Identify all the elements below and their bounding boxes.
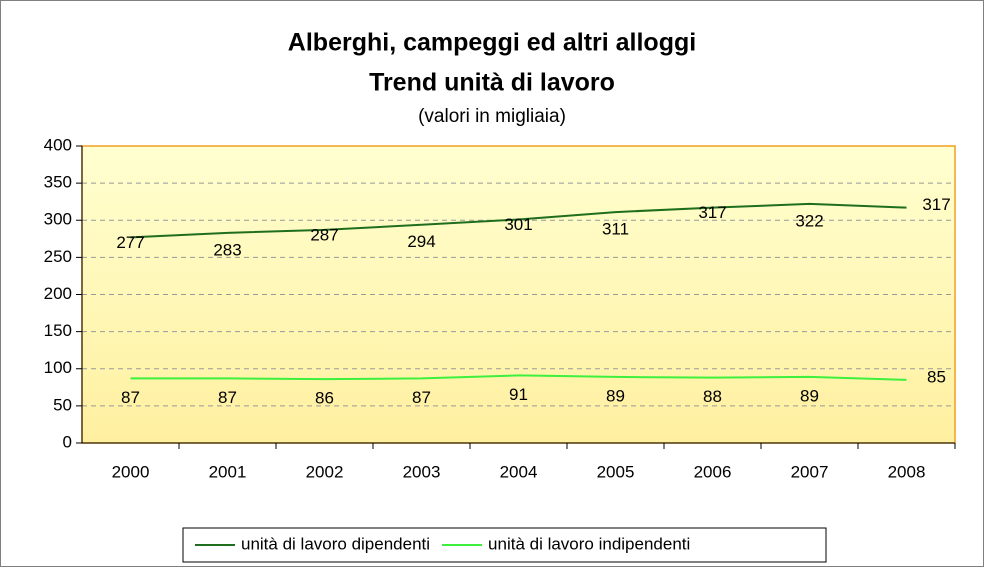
- data-label: 301: [504, 215, 532, 234]
- x-tick-label: 2008: [888, 462, 926, 481]
- series-line: [130, 374, 907, 381]
- y-tick-label: 100: [44, 358, 72, 377]
- x-tick-label: 2007: [791, 462, 829, 481]
- data-label: 317: [922, 195, 950, 214]
- data-label: 311: [602, 220, 629, 239]
- data-label: 87: [412, 388, 431, 407]
- x-tick-label: 2004: [500, 462, 538, 481]
- y-tick-label: 200: [44, 284, 72, 303]
- data-label: 317: [698, 203, 726, 222]
- x-tick-label: 2006: [694, 462, 732, 481]
- legend-label: unità di lavoro indipendenti: [488, 534, 690, 553]
- x-tick-label: 2002: [306, 462, 344, 481]
- x-tick-label: 2001: [209, 462, 247, 481]
- x-tick-label: 2003: [403, 462, 441, 481]
- y-tick-label: 0: [63, 432, 72, 451]
- data-label: 87: [218, 388, 237, 407]
- data-label: 294: [407, 232, 435, 251]
- y-tick-label: 300: [44, 210, 72, 229]
- chart-note: (valori in migliaia): [418, 106, 566, 127]
- data-label: 283: [213, 240, 241, 259]
- chart-title: Alberghi, campeggi ed altri alloggi: [288, 29, 696, 57]
- data-label: 322: [795, 211, 823, 230]
- data-label: 287: [310, 225, 338, 244]
- data-label: 88: [703, 387, 722, 406]
- data-label: 89: [800, 386, 819, 405]
- y-tick-label: 350: [44, 173, 72, 192]
- data-label: 87: [121, 388, 140, 407]
- data-label: 91: [509, 385, 528, 404]
- legend-label: unità di lavoro dipendenti: [241, 534, 430, 553]
- series-line: [130, 202, 907, 239]
- data-label: 85: [927, 367, 946, 386]
- y-tick-label: 50: [53, 395, 72, 414]
- y-tick-label: 250: [44, 247, 72, 266]
- data-label: 89: [606, 386, 625, 405]
- y-tick-label: 400: [44, 135, 72, 154]
- data-label: 86: [315, 389, 334, 408]
- x-tick-label: 2005: [597, 462, 635, 481]
- x-tick-label: 2000: [112, 462, 150, 481]
- data-label: 277: [116, 233, 144, 252]
- chart-subtitle: Trend unità di lavoro: [369, 69, 615, 97]
- y-tick-label: 150: [44, 321, 72, 340]
- legend: [182, 527, 827, 563]
